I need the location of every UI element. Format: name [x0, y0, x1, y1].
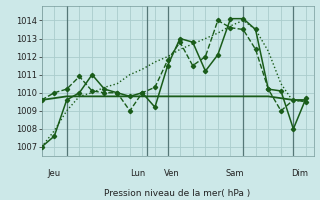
Text: Dim: Dim [292, 170, 308, 178]
Text: Ven: Ven [164, 170, 180, 178]
Text: Jeu: Jeu [47, 170, 60, 178]
Text: Lun: Lun [130, 170, 145, 178]
Text: Pression niveau de la mer( hPa ): Pression niveau de la mer( hPa ) [104, 189, 251, 198]
Text: Sam: Sam [226, 170, 244, 178]
